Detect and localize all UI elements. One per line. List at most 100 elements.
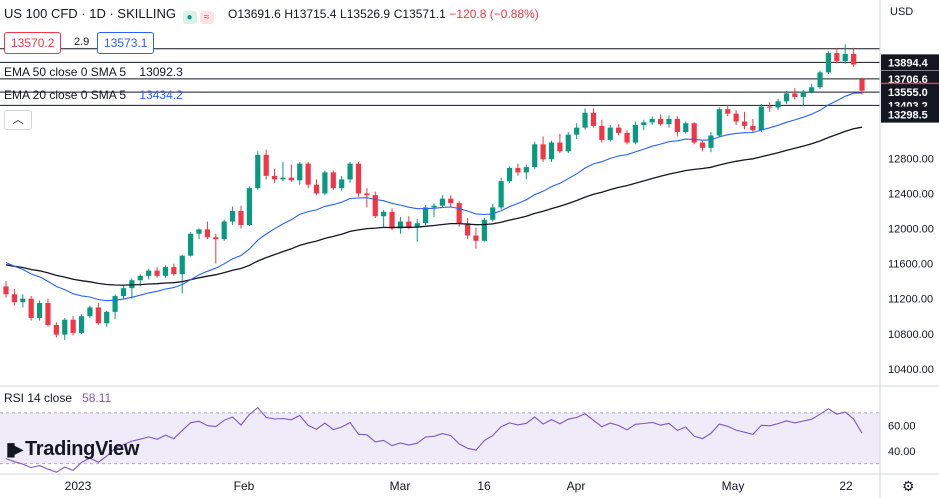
ema50-legend[interactable]: EMA 50 close 0 SMA 5 13092.3 [4,65,183,79]
candle-body [733,113,739,122]
market-open-icon: ● [182,11,197,24]
candle-body [238,210,244,225]
candle-body [725,109,731,114]
hline-layer [0,48,880,106]
candle-body [3,286,9,295]
candle-body [406,221,412,228]
y-tick-label: 11600.00 [888,259,933,271]
buy-price-button[interactable]: 13573.1 [97,32,155,54]
candle-body [767,106,773,108]
high-value: H13715.4 [284,7,337,21]
candle-body [523,167,529,173]
candle-body [213,237,219,240]
candle-body [255,154,261,189]
candle-body [565,134,571,152]
y-tick-label: 11200.00 [888,294,933,306]
candle-body [582,112,588,128]
ema20-value: 13434.2 [139,88,183,102]
x-tick-label: Mar [390,479,411,493]
candle-body [297,163,303,181]
candle-body [540,144,546,160]
rsi-tick-label: 40.00 [888,446,916,458]
candle-body [809,87,815,92]
collapse-chevron-icon[interactable]: ︿ [4,110,32,130]
candle-body [683,123,689,133]
currency-label: USD [890,6,913,18]
candle-body [87,307,93,317]
ema20-line [5,92,863,302]
sell-price-button[interactable]: 13570.2 [4,32,62,54]
y-tick-label: 10800.00 [888,329,934,341]
candle-body [783,93,790,102]
candle-body [70,319,76,333]
candle-body [78,316,85,333]
candle-body [204,229,211,238]
candle-body [280,177,286,180]
candle-body [28,298,34,318]
candle-body [431,205,437,208]
candle-body [129,280,135,289]
ema-layer [5,92,863,302]
candle-body [364,193,370,196]
candle-body [95,307,101,324]
candle-body [792,93,798,97]
rsi-legend[interactable]: RSI 14 close 58.11 [4,391,111,405]
ema50-line [5,126,863,286]
candle-body [674,118,680,133]
candle-body [339,179,345,189]
candle-body [607,127,613,140]
candle-body [448,198,454,204]
tradingview-logo: ▮▸ TradingView [6,438,139,461]
candle-body [557,142,563,152]
candle-body [851,53,857,65]
candle-body [330,172,336,189]
candle-body [305,163,311,185]
candle-body [154,270,160,276]
candle-body [355,163,362,194]
price-tag-bg [881,106,939,123]
candle-body [716,109,722,136]
low-value: L13526.9 [340,7,391,21]
candle-body [414,223,420,228]
rsi-layer [0,406,880,473]
candle-body [347,163,353,180]
candle-body [699,142,706,148]
tradingview-mark-icon: ▮▸ [6,439,23,459]
candle-body [188,233,194,256]
y-tick-label: 12000.00 [888,224,934,236]
candle-body [397,221,404,229]
candle-body [708,135,714,148]
y-tick-label: 10400.00 [888,364,934,376]
x-tick-label: May [722,479,745,493]
candle-body [657,118,664,125]
candle-body [288,177,294,181]
candle-body [423,207,429,224]
candle-body [859,79,865,91]
candle-body [842,53,848,61]
candle-body [464,223,471,236]
candle-body [146,270,152,276]
logo-text: TradingView [24,438,140,460]
settings-gear-icon[interactable]: ⚙ [902,478,915,494]
candle-body [62,319,68,335]
candle-body [666,118,672,125]
candle-body [515,167,521,173]
symbol-title[interactable]: US 100 CFD · 1D · SKILLING [4,6,176,21]
candle-body [825,53,832,73]
ema20-legend[interactable]: EMA 20 close 0 SMA 5 13434.2 [4,88,183,102]
candle-body [229,210,236,222]
candle-body [196,229,202,234]
candle-body [834,53,840,61]
candle-body [590,112,597,126]
candle-body [179,255,185,275]
x-tick-label: 2023 [65,479,92,493]
candle-body [20,298,26,303]
candle-body [481,219,487,241]
candle-body [112,296,118,312]
candle-body [439,198,445,206]
candle-body [800,91,806,97]
replay-wave-icon[interactable]: ≈ [199,11,214,24]
candle-body [691,123,697,143]
spread-value: 2.9 [74,36,90,48]
